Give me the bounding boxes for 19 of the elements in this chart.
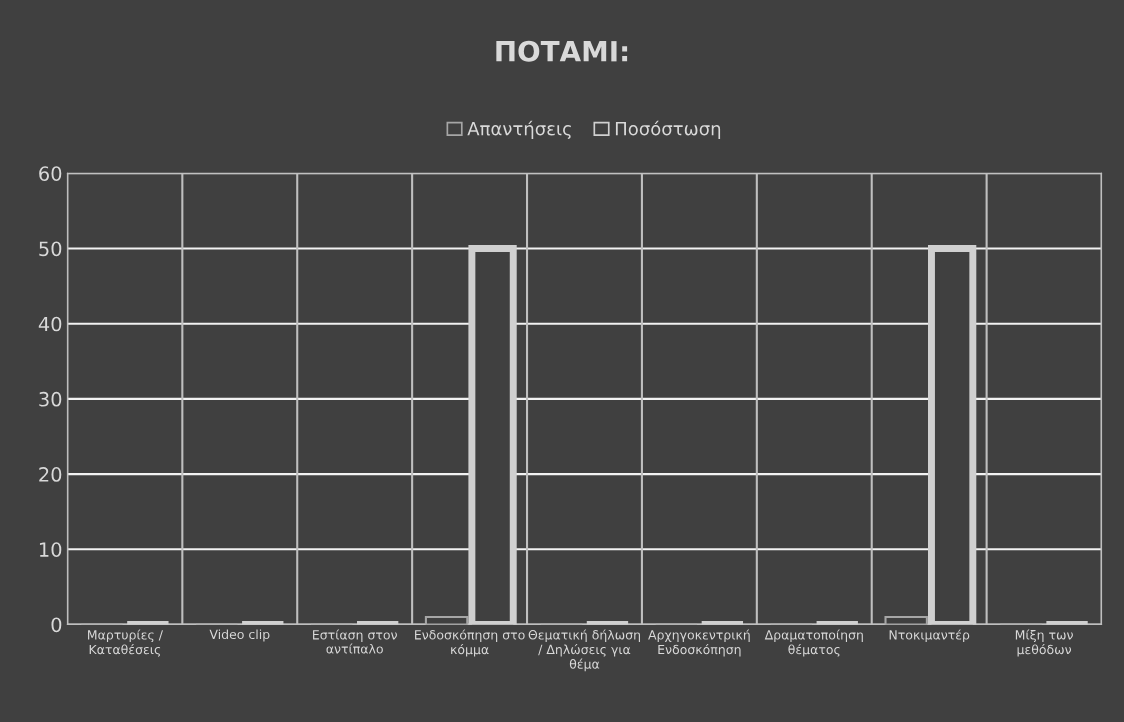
- y-tick-label: 20: [39, 467, 62, 482]
- chart-title: ΠΟΤΑΜΙ:: [496, 40, 628, 62]
- x-tick-label: Εστίαση στον αντίπαλο: [313, 629, 397, 654]
- y-tick-label: 10: [39, 542, 62, 557]
- y-tick-label: 30: [39, 391, 62, 407]
- legend-label: Απαντήσεις: [467, 120, 571, 139]
- x-tick-label: Δραματοποίηση θέματος: [764, 629, 863, 657]
- y-tick-label: 50: [39, 241, 62, 257]
- x-tick-label: Ντοκιμαντέρ: [889, 629, 970, 642]
- x-tick-label: Θεματική δήλωση / Δηλώσεις για θέμα: [528, 629, 640, 672]
- y-tick-label: 0: [51, 617, 62, 633]
- x-tick-label: Video clip: [209, 629, 270, 642]
- legend-label: Ποσόστωση: [615, 120, 721, 139]
- x-tick-label: Αρχηγοκεντρική Ενδοσκόπηση: [648, 629, 750, 657]
- y-tick-label: 40: [38, 316, 62, 332]
- x-tick-label: Μίξη των μεθόδων: [1015, 629, 1073, 657]
- x-tick-label: Ενδοσκόπηση στο κόμμα: [415, 629, 525, 657]
- x-tick-label: Μαρτυρίες / Καταθέσεις: [88, 629, 163, 657]
- y-tick-label: 60: [39, 166, 62, 181]
